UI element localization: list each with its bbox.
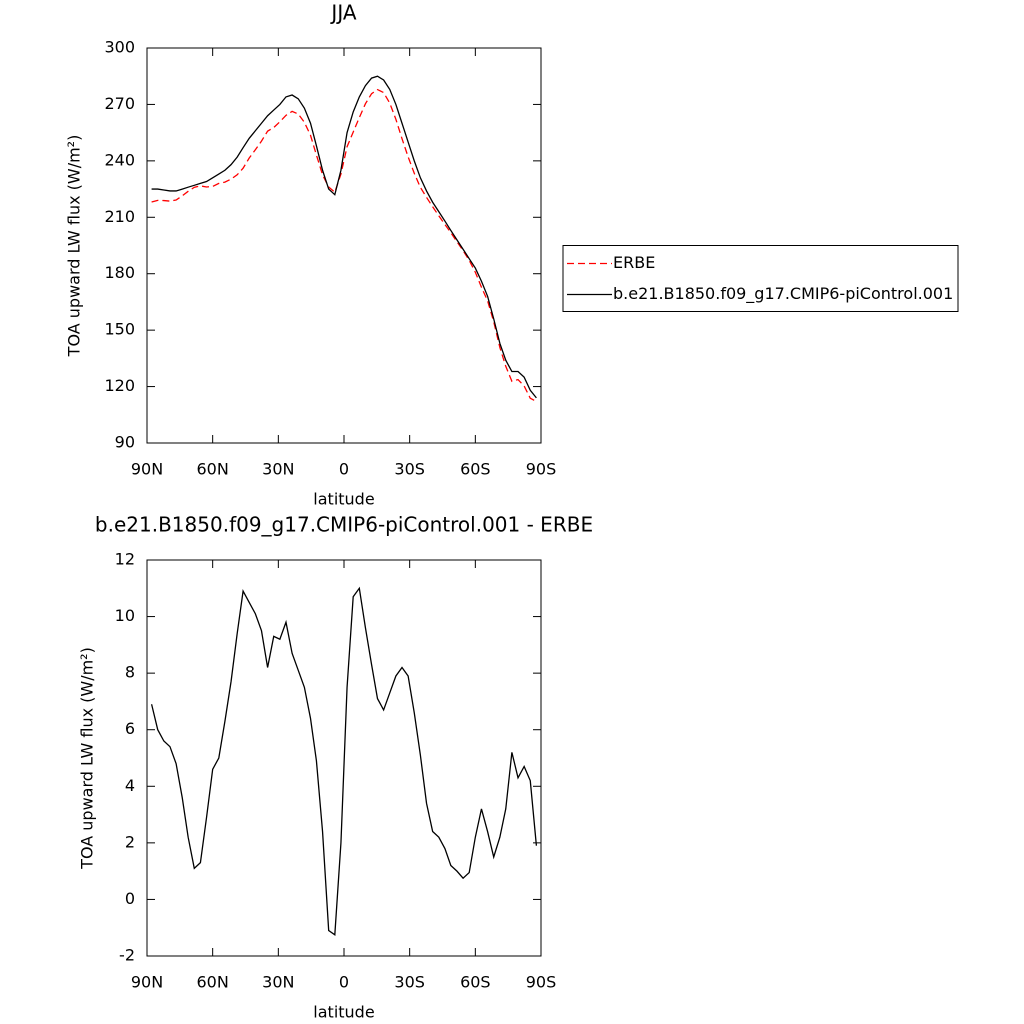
x-tick-label: 90N [131, 973, 163, 992]
legend-label: ERBE [613, 253, 655, 272]
y-tick-label: 150 [104, 320, 135, 339]
y-tick-label: 90 [115, 433, 135, 452]
y-axis-label: TOA upward LW flux (W/m²) [65, 135, 84, 358]
legend [562, 245, 959, 312]
y-tick-label: 180 [104, 263, 135, 282]
y-tick-label: 10 [115, 606, 135, 625]
data-line [151, 75, 537, 399]
y-tick-label: 6 [125, 719, 135, 738]
x-tick-label: 30S [394, 973, 425, 992]
chart-title: b.e21.B1850.f09_g17.CMIP6-piControl.001 … [95, 513, 593, 537]
data-line [150, 586, 538, 936]
x-tick-label: 60N [197, 460, 229, 479]
chart-title: JJA [329, 1, 356, 25]
y-tick-label: 0 [125, 889, 135, 908]
y-tick-label: 300 [104, 38, 135, 57]
x-tick-label: 30S [394, 460, 425, 479]
x-tick-label: 30N [262, 460, 294, 479]
y-tick-label: 12 [115, 550, 135, 569]
y-tick-label: 240 [104, 150, 135, 169]
y-tick-label: 120 [104, 376, 135, 395]
y-tick-label: 8 [125, 663, 135, 682]
x-tick-label: 0 [339, 973, 349, 992]
x-tick-label: 0 [339, 460, 349, 479]
x-tick-label: 60N [197, 973, 229, 992]
legend-label: b.e21.B1850.f09_g17.CMIP6-piControl.001 [613, 284, 953, 304]
x-tick-label: 30N [262, 973, 294, 992]
data-line [151, 88, 537, 403]
y-tick-label: 210 [104, 207, 135, 226]
x-tick-label: 60S [460, 973, 491, 992]
x-tick-label: 90N [131, 460, 163, 479]
y-tick-label: 2 [125, 832, 135, 851]
y-tick-label: 4 [125, 776, 135, 795]
plot-frame [146, 47, 542, 444]
y-axis-label: TOA upward LW flux (W/m²) [78, 647, 97, 870]
x-axis-label: latitude [313, 1003, 374, 1022]
y-tick-label: -2 [119, 946, 135, 965]
x-tick-label: 90S [526, 973, 557, 992]
x-tick-label: 60S [460, 460, 491, 479]
x-axis-label: latitude [313, 490, 374, 509]
x-tick-label: 90S [526, 460, 557, 479]
y-tick-label: 270 [104, 94, 135, 113]
